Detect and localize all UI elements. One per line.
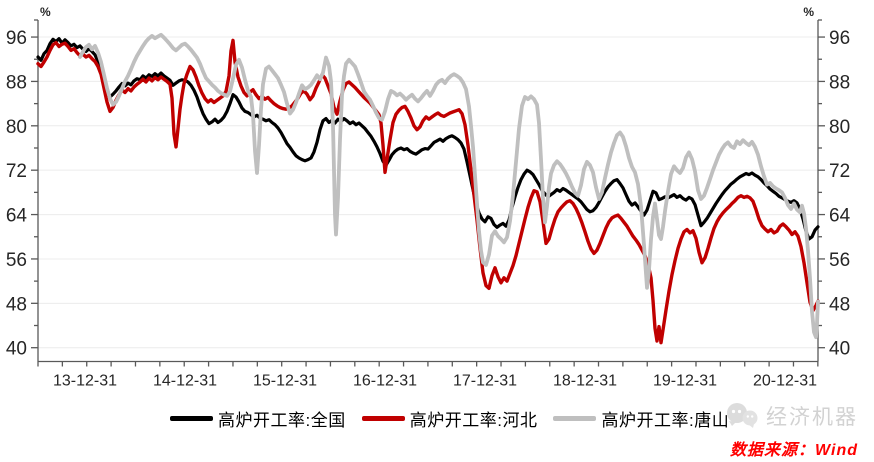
x-tick-labels: 13-12-31 14-12-31 15-12-31 16-12-31 17-12-31… — [53, 373, 817, 390]
series-line-0 — [36, 37, 820, 241]
svg-text:72: 72 — [6, 161, 27, 182]
series-line-1 — [36, 38, 820, 345]
legend-swatch-2 — [553, 416, 597, 421]
brand-watermark: 经济机器 — [725, 401, 858, 431]
svg-text:40: 40 — [829, 339, 850, 360]
svg-text:20-12-31: 20-12-31 — [753, 373, 817, 390]
svg-text:15-12-31: 15-12-31 — [253, 373, 317, 390]
svg-text:64: 64 — [6, 206, 28, 227]
legend: 高炉开工率:全国 高炉开工率:河北 高炉开工率:唐山 — [170, 406, 729, 431]
legend-item-0: 高炉开工率:全国 — [170, 406, 346, 431]
series-line-2 — [78, 32, 820, 340]
wechat-bubbles-icon — [727, 403, 758, 428]
legend-item-1: 高炉开工率:河北 — [361, 406, 538, 431]
svg-text:88: 88 — [829, 72, 850, 93]
svg-text:72: 72 — [829, 161, 850, 182]
svg-text:80: 80 — [6, 117, 27, 138]
svg-text:80: 80 — [829, 117, 850, 138]
legend-label-2: 高炉开工率:唐山 — [601, 411, 730, 430]
svg-text:14-12-31: 14-12-31 — [153, 373, 217, 390]
svg-text:96: 96 — [6, 28, 27, 49]
legend-label-1: 高炉开工率:河北 — [409, 411, 538, 430]
svg-text:56: 56 — [829, 250, 850, 271]
axes — [37, 20, 819, 363]
svg-text:40: 40 — [6, 339, 27, 360]
y-ticks — [31, 19, 825, 349]
svg-text:48: 48 — [829, 294, 850, 315]
svg-text:64: 64 — [829, 206, 851, 227]
svg-text:88: 88 — [6, 72, 27, 93]
y-gridlines — [38, 36, 818, 349]
x-ticks — [37, 361, 819, 367]
svg-text:56: 56 — [6, 250, 27, 271]
svg-text:48: 48 — [6, 294, 27, 315]
y-tick-labels: 96 96 88 88 80 80 72 72 64 64 56 56 48 48 40 40 — [6, 28, 851, 360]
svg-text:19-12-31: 19-12-31 — [653, 373, 717, 390]
legend-swatch-0 — [170, 416, 213, 421]
svg-text:96: 96 — [829, 28, 850, 49]
svg-text:17-12-31: 17-12-31 — [453, 373, 517, 390]
svg-text:13-12-31: 13-12-31 — [53, 373, 117, 390]
data-source-note: 数据来源：Wind — [730, 442, 858, 459]
svg-text:16-12-31: 16-12-31 — [353, 373, 417, 390]
legend-label-0: 高炉开工率:全国 — [218, 411, 346, 430]
legend-item-2: 高炉开工率:唐山 — [553, 406, 729, 431]
left-percent-label: % — [40, 5, 51, 19]
watermark-brand-text: 经济机器 — [766, 406, 858, 429]
right-percent-label: % — [803, 5, 814, 19]
legend-swatch-1 — [361, 416, 405, 421]
svg-text:18-12-31: 18-12-31 — [553, 373, 617, 390]
